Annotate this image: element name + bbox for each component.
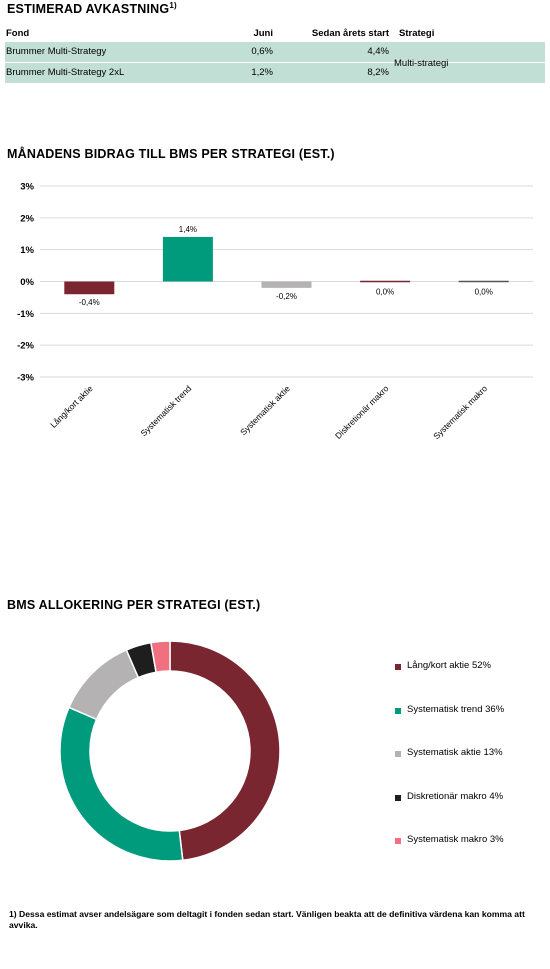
table-row: Brummer Multi-Strategy 0,6% 4,4% [5, 42, 545, 62]
bar [64, 281, 115, 295]
legend-swatch [395, 794, 401, 801]
legend-label: Systematisk makro 3% [407, 834, 504, 845]
legend-swatch [395, 751, 401, 757]
header-ytd: Sedan årets start [311, 28, 389, 39]
row-ytd: 4,4% [367, 46, 389, 57]
data-label: -0,2% [276, 292, 297, 301]
bar [162, 236, 213, 282]
data-label: -0,4% [79, 298, 100, 307]
x-tick-label: Lång/kort aktie [48, 383, 95, 430]
legend-label: Diskretionär makro 4% [407, 790, 504, 802]
returns-table-header: Fond Juni Sedan årets start Strategi [5, 24, 545, 42]
allocation-donut-chart [59, 640, 281, 862]
y-tick-label: -1% [17, 309, 34, 320]
returns-title: ESTIMERAD AVKASTNING1) [7, 1, 177, 16]
header-june: Juni [253, 28, 273, 39]
returns-title-footnote-ref: 1) [169, 1, 177, 10]
row-fund: Brummer Multi-Strategy [6, 46, 107, 57]
x-tick-label: Systematisk aktie [238, 383, 292, 437]
contribution-bar-chart: 3% 2% 1% 0% -1% -2% -3% -0,4% Lång/kort aktie 1,4… [17, 182, 533, 441]
data-label: 1,4% [179, 225, 197, 234]
y-tick-label: 1% [20, 245, 34, 256]
legend-swatch [395, 707, 401, 714]
bar [458, 280, 509, 283]
bar [261, 281, 312, 288]
legend-swatch [395, 664, 401, 670]
donut-slice [59, 706, 184, 862]
y-tick-label: -3% [17, 373, 34, 384]
contribution-title: MÅNADENS BIDRAG TILL BMS PER STRATEGI (E… [7, 147, 335, 161]
row-fund: Brummer Multi-Strategy 2xL [6, 67, 125, 78]
returns-table: Fond Juni Sedan årets start Strategi Bru… [5, 24, 545, 83]
row-ytd: 8,2% [367, 67, 389, 78]
bar [360, 280, 411, 283]
donut-slice [169, 640, 281, 862]
y-tick-label: 3% [20, 182, 34, 193]
row-june: 0,6% [251, 46, 273, 57]
x-tick-label: Systematisk makro [431, 383, 489, 441]
footnote: 1) Dessa estimat avser andelsägare som d… [9, 909, 525, 930]
row-june: 1,2% [251, 67, 273, 78]
allocation-title: BMS ALLOKERING PER STRATEGI (EST.) [7, 598, 261, 612]
table-row: Brummer Multi-Strategy 2xL 1,2% 8,2% [5, 62, 545, 83]
donut-slice [150, 640, 171, 674]
x-tick-label: Diskretionär makro [333, 383, 391, 441]
data-label: 0,0% [475, 288, 493, 297]
y-tick-label: -2% [17, 341, 34, 352]
x-tick-label: Systematisk trend [138, 383, 193, 438]
legend-label: Lång/kort aktie 52% [407, 660, 491, 671]
data-label: 0,0% [376, 288, 394, 297]
returns-title-text: ESTIMERAD AVKASTNING [7, 2, 170, 17]
y-tick-label: 2% [20, 213, 34, 224]
strategy-value: Multi-strategi [394, 58, 449, 69]
y-tick-label: 0% [20, 277, 34, 288]
legend-label: Systematisk aktie 13% [407, 747, 503, 758]
legend-label: Systematisk trend 36% [407, 703, 505, 715]
header-fund: Fond [6, 28, 30, 39]
donut-slice [68, 649, 140, 721]
header-strategy: Strategi [399, 28, 435, 39]
legend-swatch [395, 838, 401, 844]
